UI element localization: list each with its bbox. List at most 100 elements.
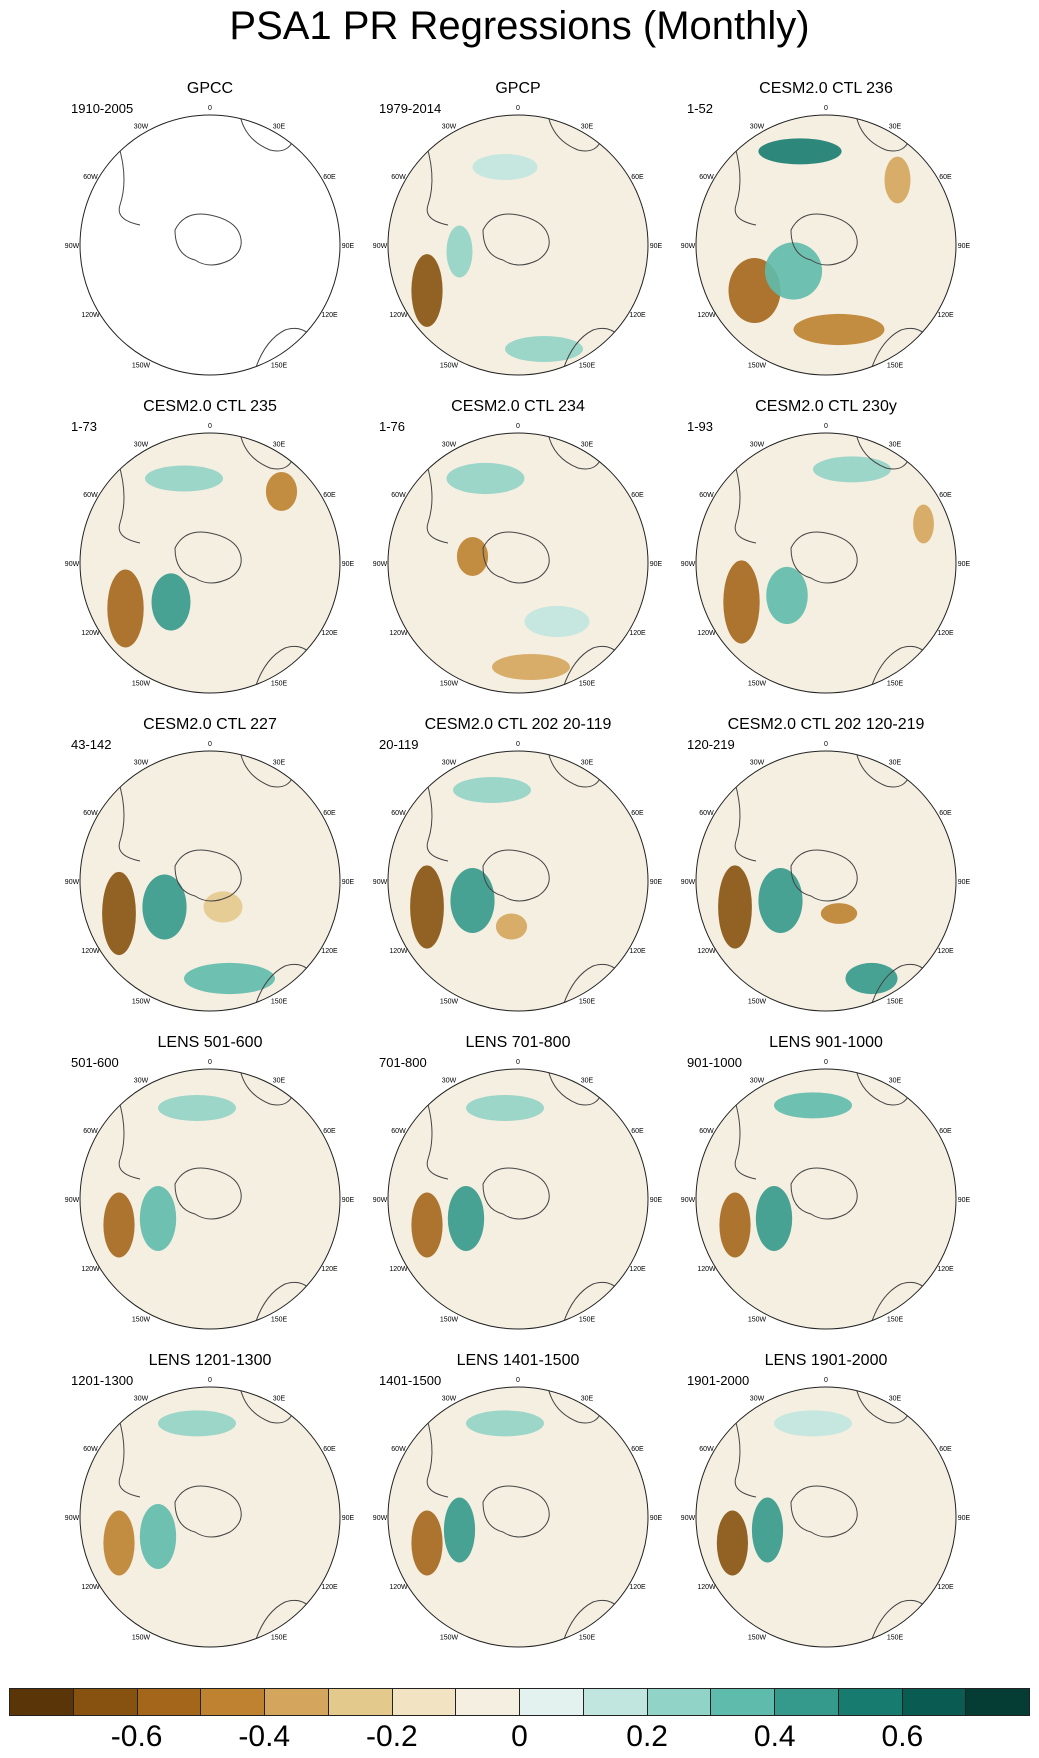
longitude-label: 90E [958,1515,971,1522]
longitude-label: 0 [824,741,828,748]
longitude-label: 60E [939,810,952,817]
longitude-label: 90W [65,243,80,250]
longitude-label: 120E [321,630,338,637]
longitude-label: 0 [824,423,828,430]
colorbar-tick-label: 0.6 [881,1720,924,1753]
longitude-label: 60W [699,1446,714,1453]
anomaly-blob [158,1095,236,1121]
anomaly-blob [820,903,858,924]
longitude-label: 60W [699,810,714,817]
colorbar [9,1688,1030,1716]
australia-coastline [870,1599,927,1643]
longitude-label: 30E [273,441,286,448]
antarctica-coastline [790,213,858,266]
longitude-label: 150E [887,681,904,688]
longitude-label: 90W [373,561,388,568]
anomaly-blob [447,1186,485,1251]
longitude-label: 60W [391,174,406,181]
longitude-label: 120E [629,630,646,637]
map-panel: 030E60E90E120E150E180150W120W90W60W30WCE… [60,398,360,698]
south-america-coastline [422,134,449,226]
anomaly-blob [151,573,191,631]
panel-period: 701-800 [379,1055,427,1070]
colorbar-tick-label: 0.4 [753,1720,796,1753]
anomaly-blob [774,1092,852,1119]
panel-period: 1-76 [379,419,406,434]
longitude-label: 120W [697,1584,716,1591]
map-border [387,1068,649,1330]
map-panel: 030E60E90E120E150E180150W120W90W60W30WCE… [60,716,360,1016]
longitude-label: 60E [631,1446,644,1453]
longitude-label: 90W [681,243,696,250]
longitude-label: 30W [134,441,149,448]
longitude-label: 0 [516,741,520,748]
map-panel: 030E60E90E120E150E180150W120W90W60W30WGP… [368,80,668,380]
longitude-label: 90E [650,879,663,886]
south-america-coastline [422,1406,449,1498]
longitude-label: 0 [208,1059,212,1066]
australia-coastline [254,645,311,689]
longitude-label: 90E [342,879,355,886]
africa-coastline [547,433,604,470]
polar-map: 030E60E90E120E150E180150W120W90W60W30W [681,1377,971,1648]
longitude-label: 30E [273,123,286,130]
map-panel: 030E60E90E120E150E180150W120W90W60W30WLE… [676,1352,976,1652]
australia-coastline [254,1281,311,1325]
panel-period: 1979-2014 [379,101,442,116]
longitude-label: 30W [134,1077,149,1084]
polar-map: 030E60E90E120E150E180150W120W90W60W30W [681,423,971,694]
longitude-label: 30E [889,1077,902,1084]
ocean-background [80,115,340,375]
longitude-label: 90W [373,879,388,886]
longitude-label: 0 [208,105,212,112]
longitude-label: 150W [748,681,767,688]
polar-map: 030E60E90E120E150E180150W120W90W60W30W [65,423,355,694]
anomaly-blob [446,462,525,495]
longitude-label: 120W [81,1584,100,1591]
south-america-coastline [114,1088,141,1180]
longitude-label: 30W [750,1395,765,1402]
map-border [387,114,649,376]
longitude-label: 60E [631,174,644,181]
anomaly-blob [203,891,243,923]
colorbar-segment [966,1689,1029,1715]
map-border [695,114,957,376]
australia-coastline [870,645,927,689]
longitude-label: 0 [208,423,212,430]
panel-period: 1401-1500 [379,1373,442,1388]
longitude-label: 30W [442,123,457,130]
polar-map: 030E60E90E120E150E180150W120W90W60W30W [373,741,663,1012]
anomaly-blob [913,504,934,544]
panel-title: CESM2.0 CTL 236 [759,80,893,97]
longitude-label: 90W [65,561,80,568]
longitude-label: 120W [389,630,408,637]
colorbar-segment [137,1689,202,1715]
longitude-label: 120W [81,1266,100,1273]
longitude-label: 90W [681,1197,696,1204]
anomaly-blob [446,225,473,278]
map-panel: 030E60E90E120E150E180150W120W90W60W30WLE… [60,1034,360,1334]
anomaly-blob [716,1510,748,1576]
longitude-label: 90W [65,1515,80,1522]
longitude-label: 60E [323,174,336,181]
longitude-label: 30W [750,441,765,448]
longitude-label: 0 [516,1059,520,1066]
panel-period: 1901-2000 [687,1373,750,1388]
longitude-label: 120E [937,1266,954,1273]
longitude-label: 30W [750,123,765,130]
anomaly-blob [411,1192,443,1258]
longitude-label: 60W [83,810,98,817]
longitude-label: 60E [939,174,952,181]
anomaly-blob [758,868,803,933]
longitude-label: 150W [132,1317,151,1324]
panel-title: CESM2.0 CTL 234 [451,398,585,415]
anomaly-blob [758,138,842,165]
australia-coastline [870,963,927,1007]
map-border [695,1386,957,1648]
longitude-label: 60W [83,1128,98,1135]
anomaly-blob [884,156,911,204]
longitude-label: 120W [697,312,716,319]
south-america-coastline [730,1088,757,1180]
anomaly-blob [158,1410,236,1437]
antarctica-coastline [174,1167,242,1220]
